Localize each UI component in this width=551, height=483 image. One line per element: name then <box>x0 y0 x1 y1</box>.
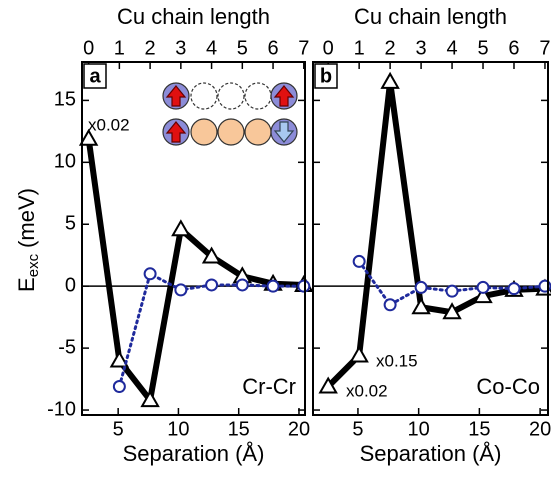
annotation: Co-Co <box>476 374 540 399</box>
marker-circle <box>352 254 366 268</box>
marker-triangle <box>380 71 400 89</box>
x2-tick-label: 0 <box>323 37 334 59</box>
marker-triangle <box>201 246 222 264</box>
x2-axis-label: Cu chain length <box>354 4 507 29</box>
x-tick-label: 20 <box>529 418 551 440</box>
x2-tick-label: 2 <box>385 37 396 59</box>
y-label-main: E <box>14 277 39 292</box>
panel-label-box <box>314 63 338 89</box>
x2-tick-label: 1 <box>354 37 365 59</box>
marker-triangle <box>442 302 462 320</box>
x-tick-label: 10 <box>167 418 189 440</box>
x2-tick-label: 1 <box>114 37 125 59</box>
series-line <box>326 81 546 389</box>
marker-triangle <box>318 376 338 394</box>
marker-circle <box>235 278 249 292</box>
marker-circle <box>112 380 126 394</box>
y-tick-label: -10 <box>47 398 76 420</box>
marker-circle <box>266 279 280 293</box>
marker-circle <box>174 283 188 297</box>
y-label-sub: exc <box>25 253 42 277</box>
x2-tick-label: 3 <box>416 37 427 59</box>
panel-label: a <box>89 65 101 87</box>
x-tick-label: 5 <box>352 418 363 440</box>
annotation: x0.02 <box>88 115 130 134</box>
marker-triangle <box>109 350 130 368</box>
marker-circle <box>383 298 397 312</box>
marker-circle <box>445 284 459 298</box>
y-tick-label: 5 <box>65 213 76 235</box>
y-tick-label: 10 <box>54 151 76 173</box>
y-tick-label: -5 <box>58 336 76 358</box>
x-tick-label: 20 <box>288 418 310 440</box>
x2-axis-label: Cu chain length <box>117 4 270 29</box>
panel-label-box <box>83 63 107 89</box>
plot-frame <box>312 61 549 416</box>
y-tick-label: 0 <box>65 274 76 296</box>
x2-tick-label: 7 <box>298 37 309 59</box>
panel-label: b <box>320 65 332 87</box>
x2-tick-label: 6 <box>508 37 519 59</box>
plot-frame <box>81 61 306 416</box>
x2-tick-label: 3 <box>175 37 186 59</box>
y-label-unit: (meV) <box>14 188 39 248</box>
x-tick-label: 10 <box>408 418 430 440</box>
marker-circle <box>507 282 521 296</box>
marker-triangle <box>349 345 369 363</box>
y-tick-label: 15 <box>54 89 76 111</box>
marker-triangle <box>140 390 160 408</box>
marker-circle <box>205 278 219 292</box>
x2-tick-label: 4 <box>446 37 457 59</box>
marker-triangle <box>473 286 493 304</box>
marker-triangle <box>78 128 99 146</box>
x2-tick-label: 0 <box>83 37 94 59</box>
x2-tick-label: 2 <box>145 37 156 59</box>
x2-tick-label: 4 <box>206 37 217 59</box>
x-tick-label: 15 <box>468 418 490 440</box>
marker-circle <box>476 280 490 294</box>
annotation: x0.15 <box>376 351 418 370</box>
x-tick-label: 15 <box>228 418 250 440</box>
marker-circle <box>143 267 157 281</box>
x2-tick-label: 5 <box>477 37 488 59</box>
inset-schematic <box>162 82 298 146</box>
x2-tick-label: 5 <box>237 37 248 59</box>
y-axis-label: Eexc (meV) <box>14 188 42 292</box>
x-axis-label: Separation (Å) <box>123 441 265 466</box>
marker-triangle <box>171 219 191 237</box>
marker-triangle <box>411 297 431 315</box>
x-axis-label: Separation (Å) <box>360 441 502 466</box>
x2-tick-label: 7 <box>539 37 550 59</box>
annotation: Cr-Cr <box>242 374 296 399</box>
annotation: x0.02 <box>346 381 388 400</box>
marker-circle <box>297 279 311 293</box>
x-tick-label: 5 <box>113 418 124 440</box>
marker-circle <box>414 280 428 294</box>
x2-tick-label: 6 <box>267 37 278 59</box>
